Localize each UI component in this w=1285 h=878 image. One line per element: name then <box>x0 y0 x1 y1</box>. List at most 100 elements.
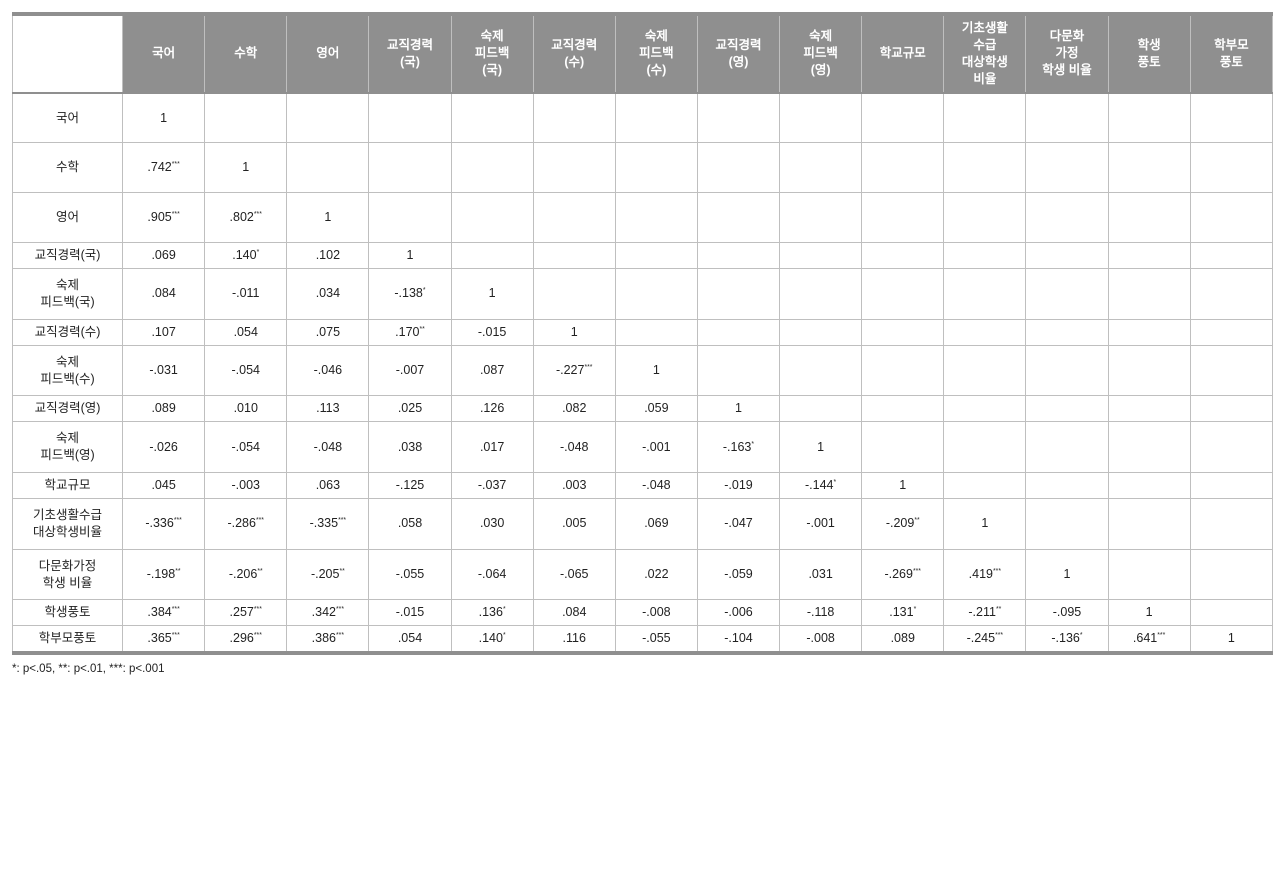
cell: .116 <box>533 626 615 653</box>
table-row: 교직경력(국).069.140*.1021 <box>13 243 1273 269</box>
col-header: 학교규모 <box>862 14 944 93</box>
row-header: 수학 <box>13 143 123 193</box>
cell <box>697 193 779 243</box>
cell <box>1026 498 1108 549</box>
cell: 1 <box>1026 549 1108 600</box>
cell <box>1026 345 1108 396</box>
col-header: 교직경력(국) <box>369 14 451 93</box>
cell: -.048 <box>615 473 697 499</box>
cell <box>451 93 533 143</box>
table-row: 기초생활수급대상학생비율-.336***-.286***-.335***.058… <box>13 498 1273 549</box>
cell <box>1108 269 1190 320</box>
cell <box>1190 473 1272 499</box>
cell: -.336*** <box>123 498 205 549</box>
cell: -.011 <box>205 269 287 320</box>
cell <box>451 243 533 269</box>
cell <box>1190 422 1272 473</box>
cell <box>862 422 944 473</box>
cell: -.104 <box>697 626 779 653</box>
cell: -.048 <box>533 422 615 473</box>
cell: 1 <box>287 193 369 243</box>
cell: .075 <box>287 319 369 345</box>
cell <box>1108 319 1190 345</box>
cell: .089 <box>123 396 205 422</box>
cell: -.138* <box>369 269 451 320</box>
cell <box>451 143 533 193</box>
table-body: 국어1수학.742***1영어.905***.802***1교직경력(국).06… <box>13 93 1273 654</box>
cell: -.136* <box>1026 626 1108 653</box>
row-header: 학교규모 <box>13 473 123 499</box>
row-header: 교직경력(수) <box>13 319 123 345</box>
cell: .082 <box>533 396 615 422</box>
cell <box>369 143 451 193</box>
cell <box>780 319 862 345</box>
cell <box>780 269 862 320</box>
cell: -.055 <box>615 626 697 653</box>
table-row: 숙제피드백(영)-.026-.054-.048.038.017-.048-.00… <box>13 422 1273 473</box>
cell: 1 <box>205 143 287 193</box>
cell <box>615 143 697 193</box>
cell <box>1108 93 1190 143</box>
cell <box>1108 193 1190 243</box>
cell: .063 <box>287 473 369 499</box>
col-header: 수학 <box>205 14 287 93</box>
cell: 1 <box>780 422 862 473</box>
cell: -.001 <box>615 422 697 473</box>
col-header: 숙제피드백(국) <box>451 14 533 93</box>
col-header: 학부모풍토 <box>1190 14 1272 93</box>
table-row: 수학.742***1 <box>13 143 1273 193</box>
cell <box>944 422 1026 473</box>
cell: .030 <box>451 498 533 549</box>
cell: -.054 <box>205 422 287 473</box>
cell <box>1026 93 1108 143</box>
cell: .025 <box>369 396 451 422</box>
cell: .641*** <box>1108 626 1190 653</box>
col-header: 다문화가정학생 비율 <box>1026 14 1108 93</box>
col-header: 기초생활수급대상학생비율 <box>944 14 1026 93</box>
cell: -.227*** <box>533 345 615 396</box>
cell <box>862 269 944 320</box>
cell <box>944 319 1026 345</box>
cell: .140* <box>451 626 533 653</box>
cell: -.245*** <box>944 626 1026 653</box>
cell: .089 <box>862 626 944 653</box>
cell: 1 <box>451 269 533 320</box>
row-header: 숙제피드백(영) <box>13 422 123 473</box>
cell <box>1026 269 1108 320</box>
cell <box>944 345 1026 396</box>
cell: .084 <box>533 600 615 626</box>
cell: -.015 <box>451 319 533 345</box>
cell <box>1026 243 1108 269</box>
cell: .742*** <box>123 143 205 193</box>
cell: -.209** <box>862 498 944 549</box>
cell <box>697 269 779 320</box>
cell <box>205 93 287 143</box>
cell: .010 <box>205 396 287 422</box>
cell: -.001 <box>780 498 862 549</box>
cell <box>1026 473 1108 499</box>
table-row: 학부모풍토.365***.296***.386***.054.140*.116-… <box>13 626 1273 653</box>
cell <box>1108 243 1190 269</box>
cell <box>533 193 615 243</box>
cell: -.026 <box>123 422 205 473</box>
cell <box>1190 498 1272 549</box>
cell <box>1190 319 1272 345</box>
col-header: 숙제피드백(영) <box>780 14 862 93</box>
table-row: 교직경력(수).107.054.075.170**-.0151 <box>13 319 1273 345</box>
cell: 1 <box>697 396 779 422</box>
cell <box>1190 193 1272 243</box>
cell: .102 <box>287 243 369 269</box>
cell: -.064 <box>451 549 533 600</box>
cell <box>1190 396 1272 422</box>
col-header: 교직경력(수) <box>533 14 615 93</box>
col-header: 숙제피드백(수) <box>615 14 697 93</box>
table-row: 교직경력(영).089.010.113.025.126.082.0591 <box>13 396 1273 422</box>
cell: .084 <box>123 269 205 320</box>
cell <box>1108 396 1190 422</box>
cell <box>1190 269 1272 320</box>
row-header: 국어 <box>13 93 123 143</box>
cell: .131* <box>862 600 944 626</box>
row-header: 기초생활수급대상학생비율 <box>13 498 123 549</box>
cell: .342*** <box>287 600 369 626</box>
cell <box>944 93 1026 143</box>
